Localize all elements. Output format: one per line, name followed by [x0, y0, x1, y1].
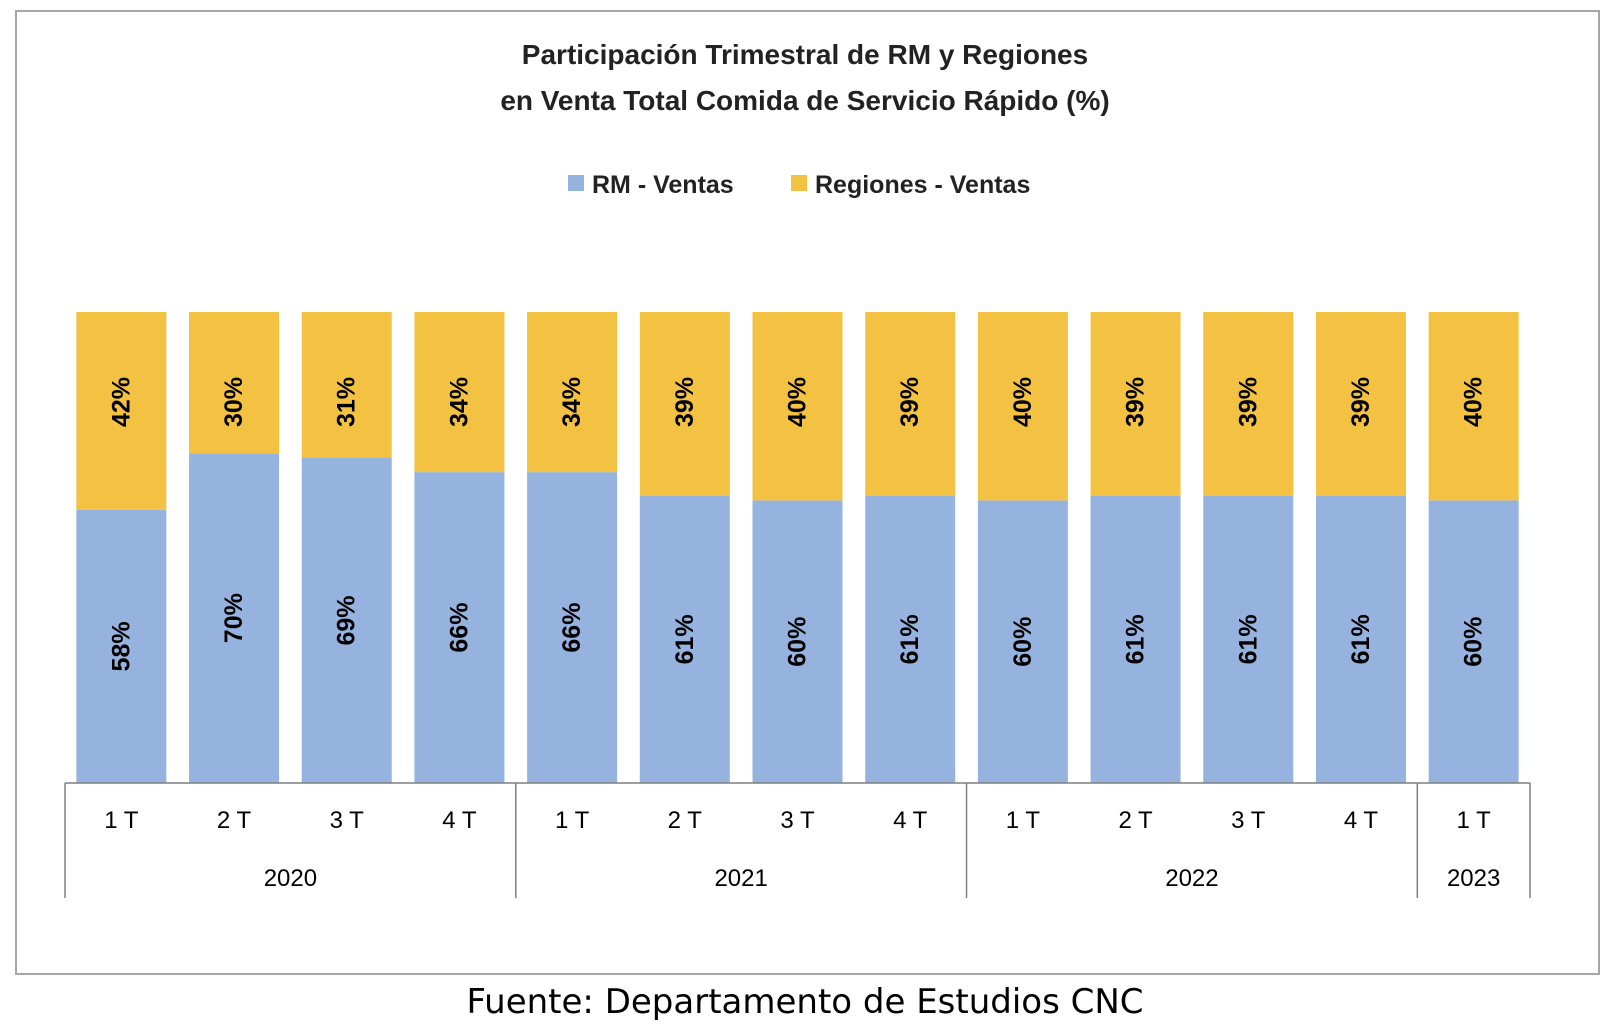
bar-regiones [1090, 312, 1181, 496]
x-tick-label: 3 T [780, 807, 815, 834]
bar-rm [189, 453, 280, 783]
bar-regiones [752, 312, 843, 501]
bar-regiones [76, 312, 167, 510]
bar-rm [1090, 495, 1181, 783]
x-tick-label: 2 T [217, 807, 252, 834]
bar-rm [1203, 495, 1294, 783]
bar-label-regiones: 39% [671, 377, 699, 427]
bar-regiones [639, 312, 730, 496]
x-tick-label: 1 T [1006, 807, 1041, 834]
bar-label-rm: 69% [333, 595, 361, 645]
x-group-label: 2021 [714, 865, 767, 892]
x-tick-label: 2 T [1118, 807, 1153, 834]
bar-rm [527, 472, 618, 783]
x-tick-label: 4 T [442, 807, 477, 834]
legend-swatch-regiones [791, 175, 807, 191]
x-tick-label: 4 T [893, 807, 928, 834]
bar-label-rm: 61% [896, 614, 924, 664]
bar-rm [977, 500, 1068, 783]
bar-regiones [1203, 312, 1294, 496]
x-group-label: 2022 [1165, 865, 1218, 892]
bar-label-regiones: 40% [1009, 377, 1037, 427]
bar-label-regiones: 42% [107, 377, 135, 427]
bar-rm [76, 509, 167, 783]
x-tick-label: 1 T [1457, 807, 1492, 834]
x-tick-label: 3 T [1231, 807, 1266, 834]
x-group-label: 2020 [264, 865, 317, 892]
bar-label-rm: 60% [1009, 617, 1037, 667]
bar-label-rm: 61% [1122, 614, 1150, 664]
bar-label-rm: 66% [445, 603, 473, 653]
bar-label-rm: 70% [220, 593, 248, 643]
bar-label-regiones: 34% [445, 377, 473, 427]
bar-regiones [414, 312, 505, 473]
bar-rm [639, 495, 730, 783]
bar-label-rm: 61% [671, 614, 699, 664]
source-note: Fuente: Departamento de Estudios CNC [466, 982, 1144, 1022]
bar-label-rm: 60% [1460, 617, 1488, 667]
bar-label-regiones: 31% [333, 377, 361, 427]
x-tick-label: 4 T [1344, 807, 1379, 834]
bar-label-regiones: 39% [896, 377, 924, 427]
bar-label-regiones: 30% [220, 377, 248, 427]
bar-rm [1315, 495, 1406, 783]
legend-label-rm: RM - Ventas [592, 171, 734, 199]
bar-regiones [527, 312, 618, 473]
bar-regiones [189, 312, 280, 454]
bar-rm [301, 458, 392, 783]
category-axis: 1 T 2 T 3 T 4 T 1 T 2 T 3 T 4 T 1 T 2 T 3 T 4 T 1 T 2… [64, 782, 1531, 898]
legend: RM - Ventas Regiones - Ventas [568, 171, 1030, 199]
x-group-label: 2023 [1447, 865, 1500, 892]
bar-label-rm: 61% [1347, 614, 1375, 664]
bar-rm [1428, 500, 1519, 783]
bar-regiones [977, 312, 1068, 501]
bar-label-rm: 66% [558, 603, 586, 653]
bar-rm [752, 500, 843, 783]
bar-label-regiones: 40% [784, 377, 812, 427]
bar-regiones [301, 312, 392, 459]
chart-title-line-2: en Venta Total Comida de Servicio Rápido… [500, 85, 1109, 116]
chart-title-line-1: Participación Trimestral de RM y Regione… [522, 39, 1088, 70]
bar-regiones [1315, 312, 1406, 496]
x-tick-label: 3 T [330, 807, 365, 834]
bars-layer: 58% 42% 70% 30% 69% 31% 66% 34% 66% 34% 61% 39% 60% 4… [76, 312, 1519, 783]
bar-label-rm: 61% [1234, 614, 1262, 664]
bar-label-rm: 60% [784, 617, 812, 667]
bar-label-regiones: 39% [1122, 377, 1150, 427]
bar-label-regiones: 34% [558, 377, 586, 427]
legend-swatch-rm [568, 175, 584, 191]
legend-label-regiones: Regiones - Ventas [815, 171, 1030, 199]
bar-label-regiones: 40% [1460, 377, 1488, 427]
bar-regiones [865, 312, 956, 496]
bar-rm [865, 495, 956, 783]
x-tick-label: 1 T [555, 807, 590, 834]
x-tick-label: 1 T [104, 807, 139, 834]
bar-label-rm: 58% [107, 621, 135, 671]
bar-label-regiones: 39% [1347, 377, 1375, 427]
bar-rm [414, 472, 505, 783]
x-tick-label: 2 T [668, 807, 703, 834]
bar-regiones [1428, 312, 1519, 501]
bar-label-regiones: 39% [1234, 377, 1262, 427]
